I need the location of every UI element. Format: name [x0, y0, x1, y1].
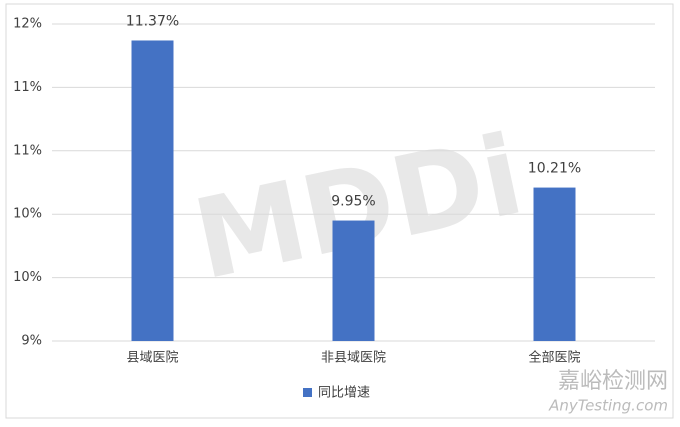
y-tick-label: 12%	[13, 17, 42, 32]
y-tick-label: 9%	[21, 334, 42, 349]
watermark-site: 嘉峪检测网	[558, 369, 668, 394]
bar	[332, 220, 375, 341]
x-tick-label: 非县域医院	[321, 351, 386, 366]
legend-label: 同比增速	[318, 386, 370, 401]
bar	[533, 187, 576, 341]
y-tick-label: 11%	[13, 143, 42, 158]
y-tick-label: 11%	[13, 80, 42, 95]
legend-swatch	[303, 388, 312, 397]
value-label: 9.95%	[331, 194, 375, 210]
x-tick-label: 县域医院	[126, 351, 178, 366]
y-tick-label: 10%	[13, 270, 42, 285]
x-tick-label: 全部医院	[528, 350, 580, 366]
bar	[131, 40, 174, 341]
y-tick-label: 10%	[13, 207, 42, 222]
value-label: 10.21%	[528, 161, 581, 177]
value-label: 11.37%	[126, 13, 179, 29]
watermark-url: AnyTesting.com	[548, 397, 668, 415]
